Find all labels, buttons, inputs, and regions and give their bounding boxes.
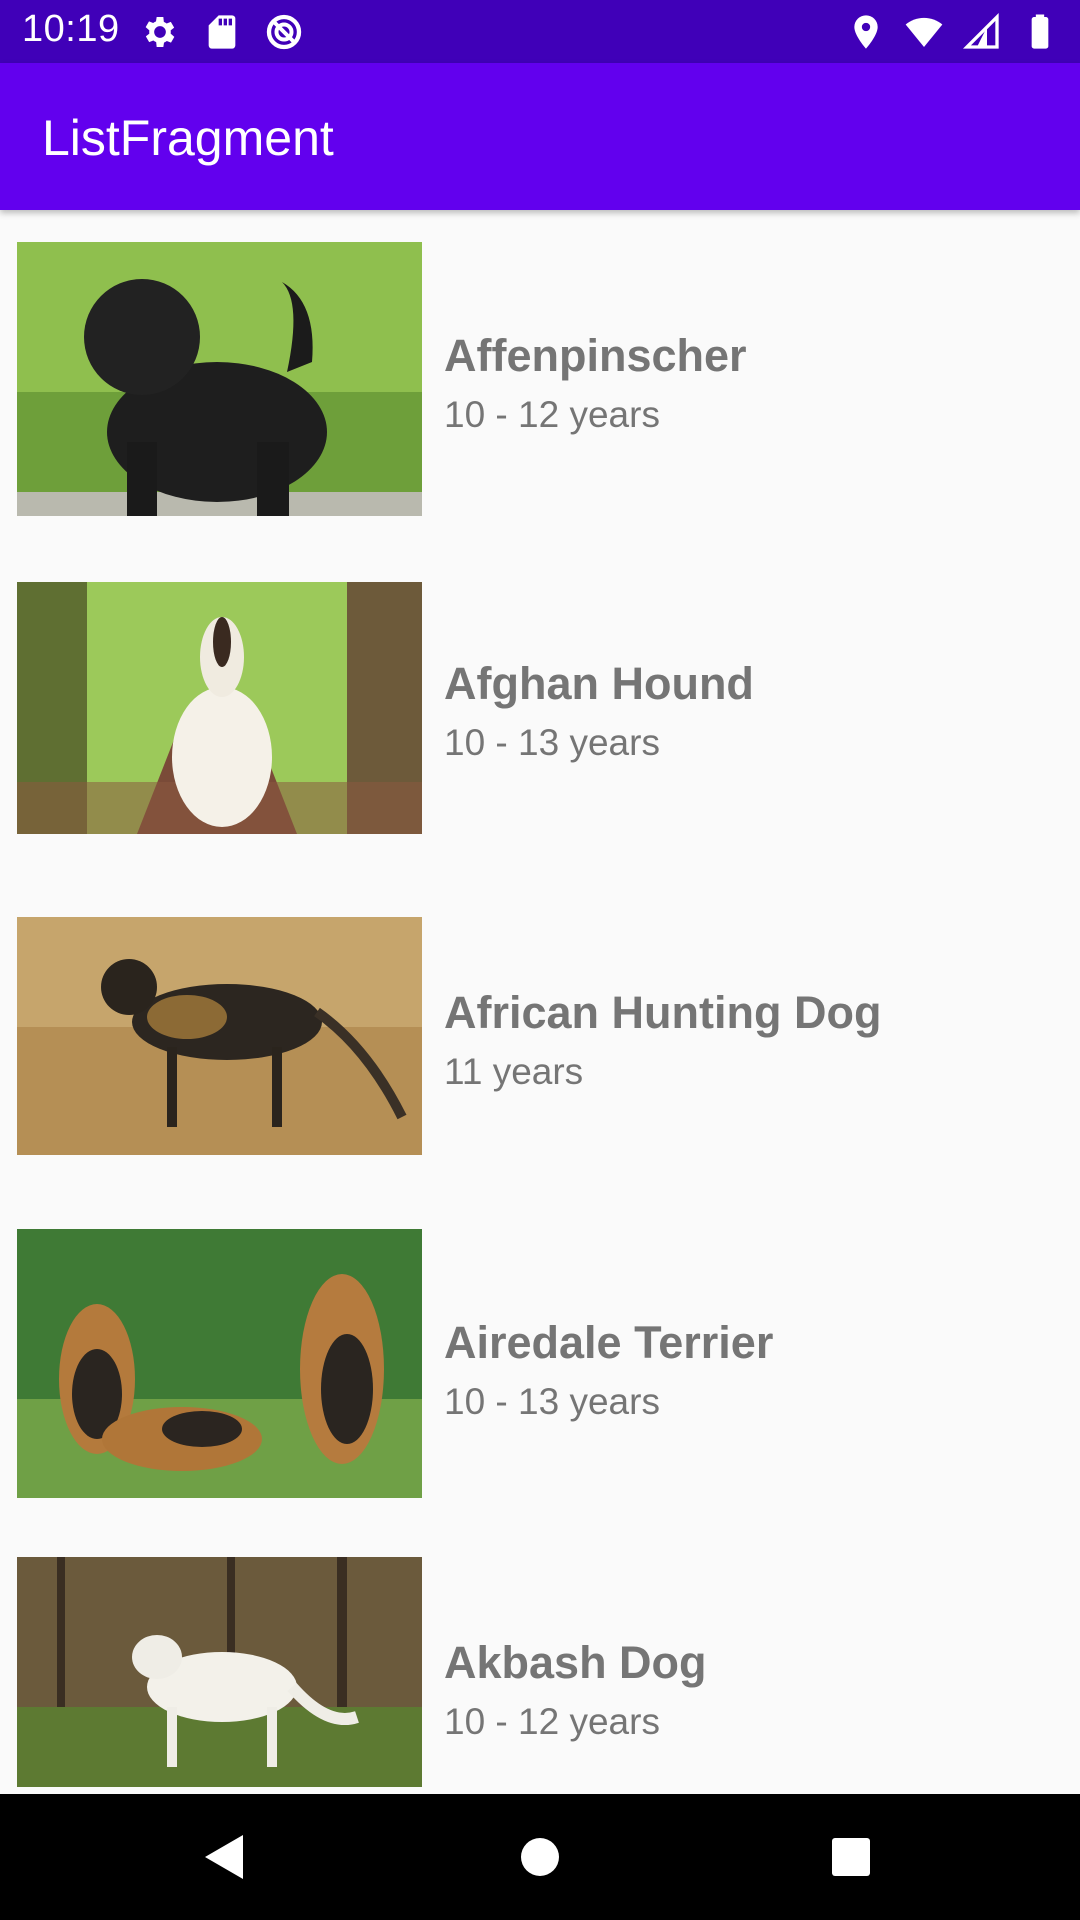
- breed-image: [17, 1229, 422, 1498]
- settings-icon: [145, 17, 175, 47]
- cell-signal-icon: [962, 12, 999, 49]
- breed-image: [17, 582, 422, 834]
- sd-card-icon: [208, 15, 236, 49]
- breed-life-span: 10 - 13 years: [444, 1381, 660, 1422]
- list-item[interactable]: African Hunting Dog 11 years: [0, 917, 1080, 1155]
- status-time: 10:19: [22, 8, 120, 50]
- breed-name: Afghan Hound: [444, 658, 754, 709]
- breed-life-span: 11 years: [444, 1051, 584, 1092]
- back-icon[interactable]: [195, 1827, 255, 1887]
- wifi-icon: [905, 17, 943, 47]
- page-title: ListFragment: [42, 110, 334, 166]
- breed-image: [17, 1557, 422, 1787]
- breed-name: Airedale Terrier: [444, 1317, 774, 1368]
- breed-name: Affenpinscher: [444, 330, 747, 381]
- app-bar: ListFragment: [0, 63, 1080, 210]
- breed-name: African Hunting Dog: [444, 987, 882, 1038]
- location-icon: [854, 15, 878, 49]
- breed-name: Akbash Dog: [444, 1637, 707, 1688]
- list-item[interactable]: Afghan Hound 10 - 13 years: [0, 582, 1080, 834]
- breed-life-span: 10 - 12 years: [444, 1701, 660, 1742]
- breed-image: [17, 917, 422, 1155]
- home-icon[interactable]: [510, 1827, 570, 1887]
- breed-life-span: 10 - 13 years: [444, 722, 660, 763]
- list-item[interactable]: Affenpinscher 10 - 12 years: [0, 242, 1080, 516]
- list-item[interactable]: Akbash Dog 10 - 12 years: [0, 1557, 1080, 1794]
- breed-list[interactable]: Affenpinscher 10 - 12 years Afghan Hound…: [0, 210, 1080, 1794]
- battery-icon: [1031, 14, 1049, 49]
- status-bar: 10:19: [0, 0, 1080, 63]
- breed-image: [17, 242, 422, 516]
- navigation-bar: [0, 1794, 1080, 1920]
- recents-icon[interactable]: [821, 1827, 881, 1887]
- list-item[interactable]: Airedale Terrier 10 - 13 years: [0, 1229, 1080, 1498]
- data-saver-icon: [266, 14, 302, 50]
- breed-life-span: 10 - 12 years: [444, 394, 660, 435]
